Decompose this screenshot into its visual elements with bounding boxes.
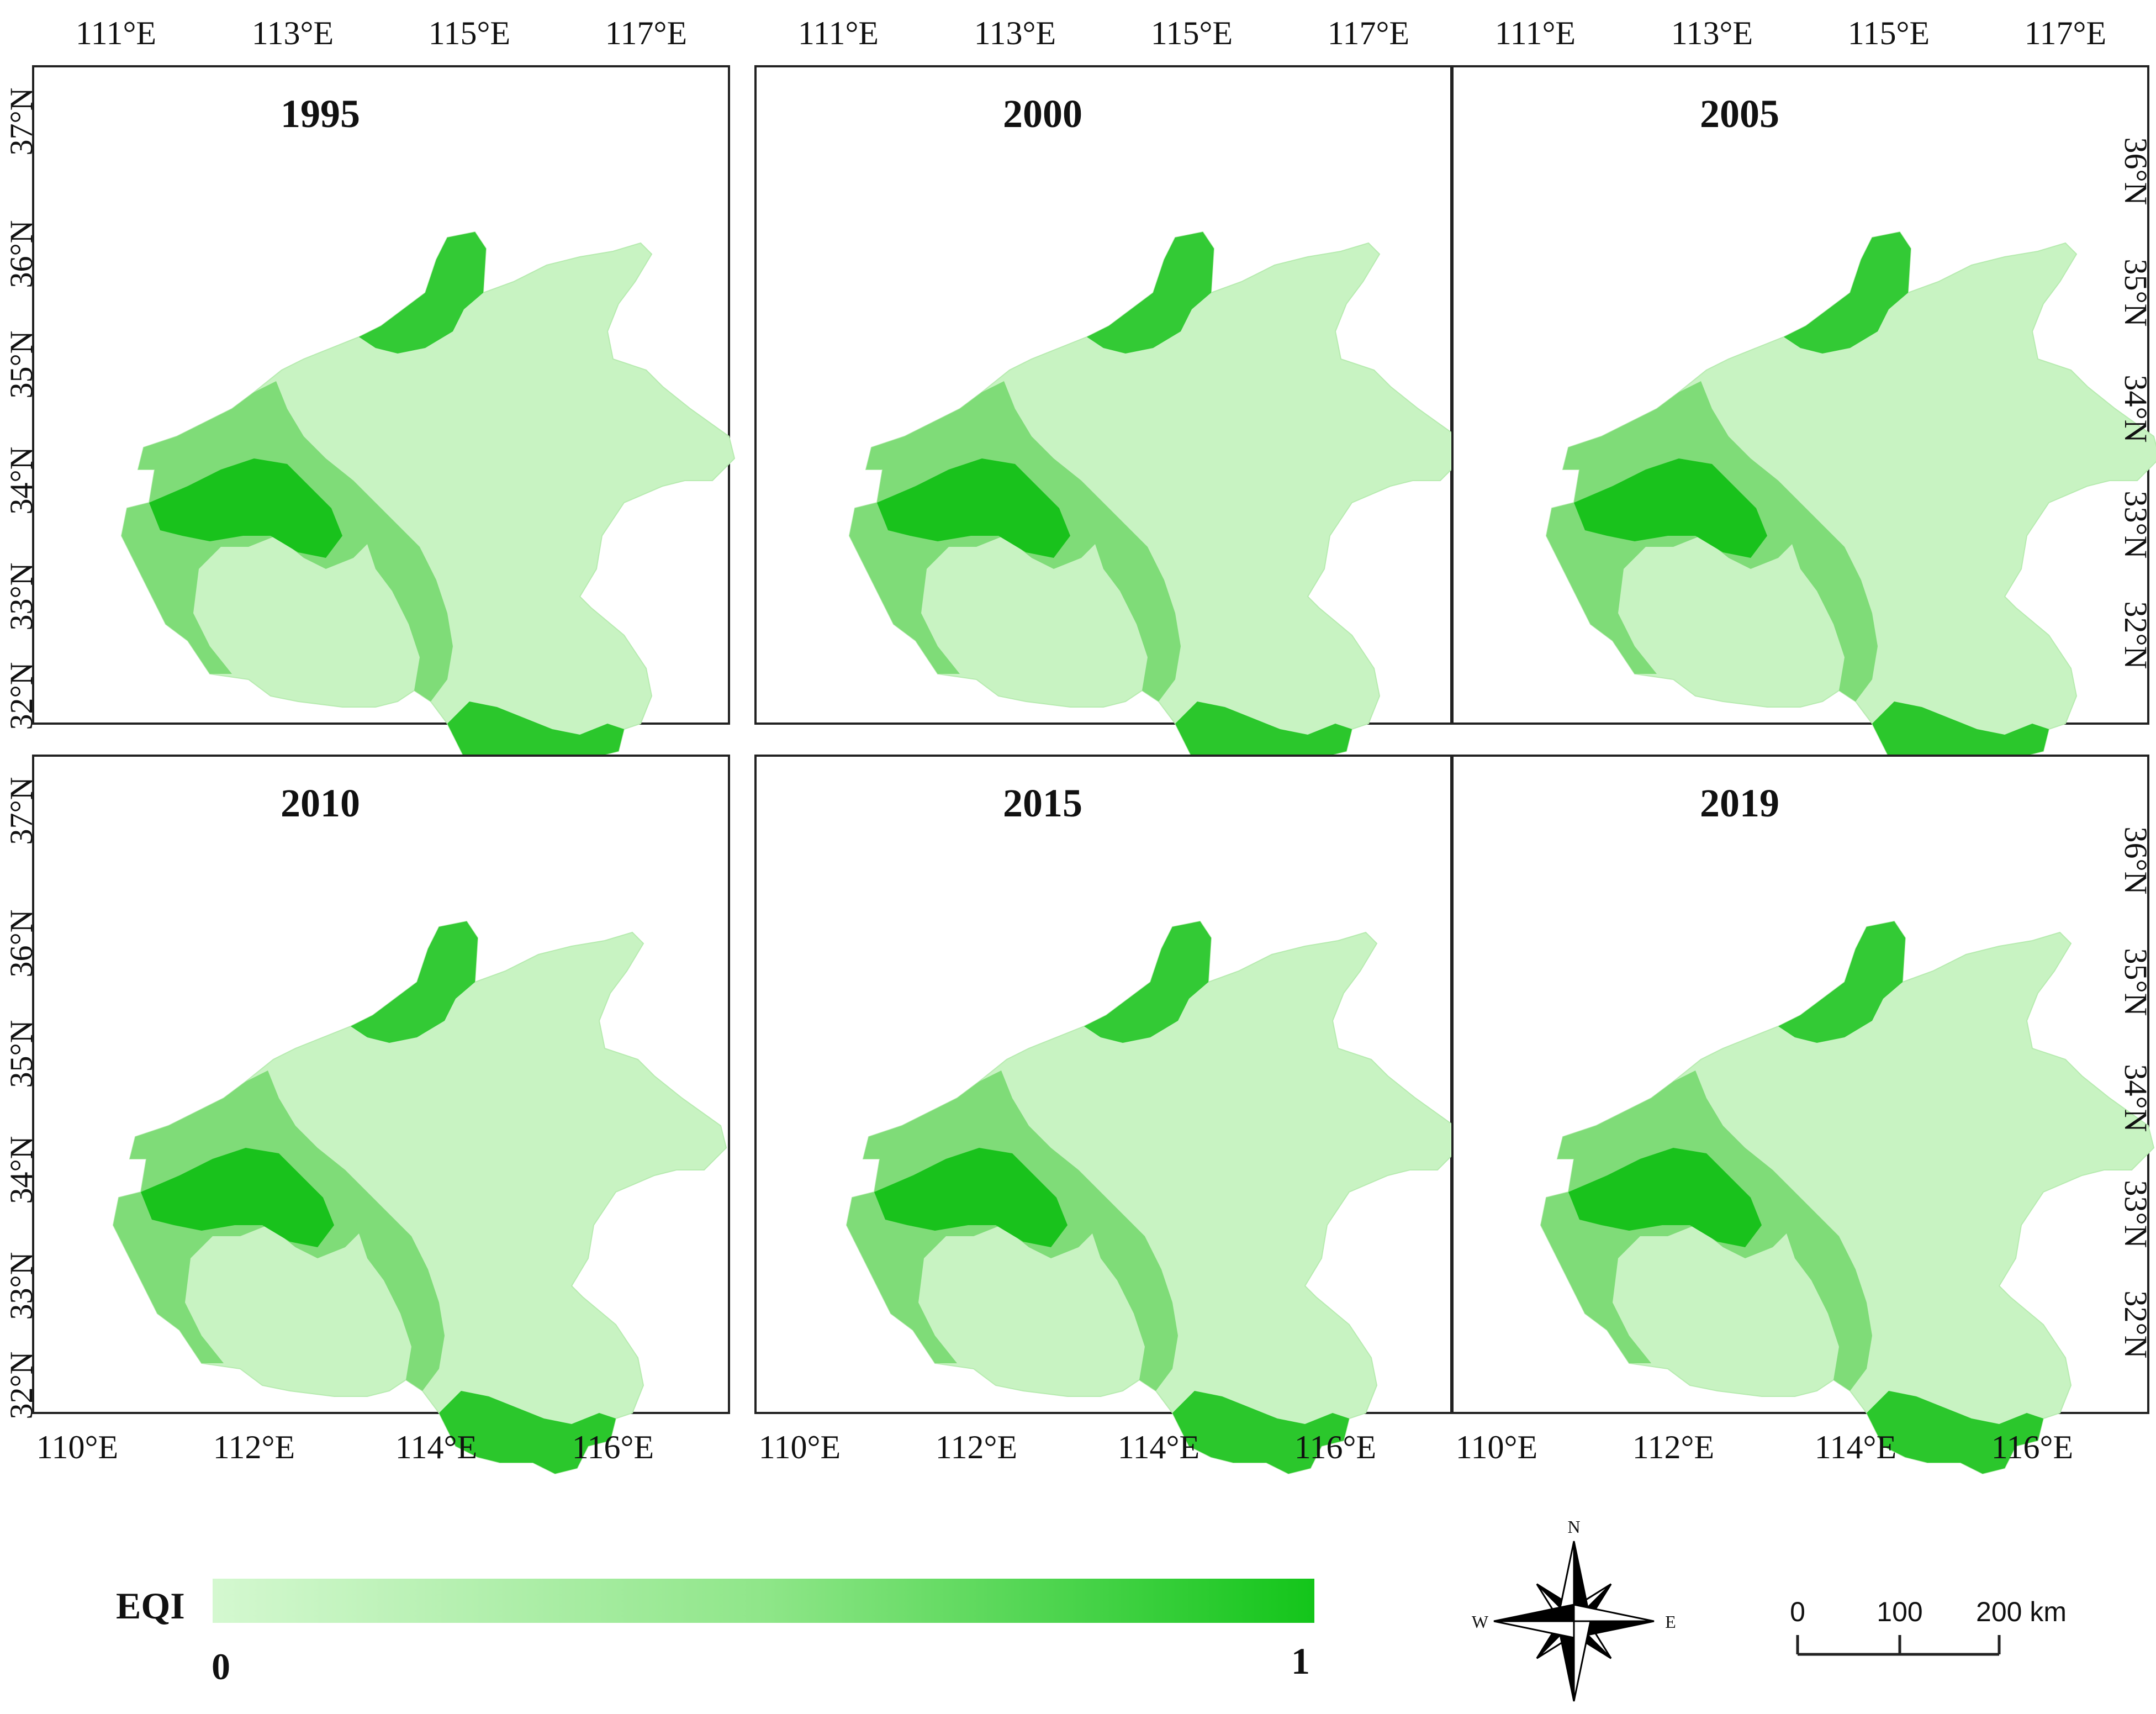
- bottom-longitude-label: 110°E: [759, 1429, 841, 1465]
- compass-point: [1493, 1604, 1575, 1639]
- compass-point: [1556, 1541, 1592, 1622]
- panel-year-title: 2010: [281, 781, 360, 825]
- left-latitude-label: 36°N: [3, 220, 39, 288]
- bottom-longitude-label: 112°E: [1632, 1429, 1714, 1465]
- compass-half: [1493, 1620, 1575, 1639]
- left-latitude-label: 36°N: [3, 909, 39, 977]
- left-latitude-label: 35°N: [3, 330, 39, 398]
- bottom-longitude-label: 114°E: [1118, 1429, 1199, 1465]
- right-latitude-label: 32°N: [2118, 1290, 2154, 1358]
- compass-south-label: S: [1569, 1713, 1579, 1714]
- legend-title: EQI: [116, 1585, 185, 1627]
- top-longitude-label: 115°E: [1848, 15, 1930, 51]
- right-latitude-label: 34°N: [2118, 1064, 2154, 1132]
- top-longitude-label: 111°E: [76, 15, 156, 51]
- map-panel-1995: 1995: [32, 65, 735, 785]
- left-latitude-label: 34°N: [3, 1136, 39, 1204]
- panel-year-title: 2015: [1003, 781, 1082, 825]
- map-panel-2015: 2015: [754, 755, 1460, 1474]
- compass-north-label: N: [1567, 1517, 1580, 1537]
- top-longitude-label: 111°E: [798, 15, 879, 51]
- top-longitude-label: 113°E: [252, 15, 334, 51]
- right-latitude-label: 33°N: [2118, 1180, 2154, 1248]
- compass-west-label: W: [1472, 1612, 1489, 1632]
- panel-year-title: 2000: [1003, 92, 1082, 136]
- panel-year-title: 2005: [1700, 92, 1779, 136]
- legend-color-ramp: [213, 1579, 1314, 1623]
- left-latitude-label: 32°N: [3, 662, 39, 730]
- left-latitude-label: 32°N: [3, 1351, 39, 1419]
- top-longitude-label: 113°E: [1671, 15, 1753, 51]
- right-latitude-label: 36°N: [2118, 137, 2154, 205]
- bottom-longitude-label: 116°E: [1294, 1429, 1376, 1465]
- map-panel-2010: 2010: [32, 755, 730, 1474]
- right-latitude-label: 32°N: [2118, 601, 2154, 669]
- right-latitude-label: 34°N: [2118, 375, 2154, 442]
- map-panel-2019: 2019: [1451, 755, 2154, 1474]
- top-longitude-label: 111°E: [1495, 15, 1576, 51]
- eqi-legend: EQI 0 1: [116, 1579, 1314, 1687]
- right-latitude-label: 36°N: [2118, 826, 2154, 894]
- map-panel-2000: 2000: [754, 65, 1463, 785]
- top-longitude-label: 115°E: [1151, 15, 1233, 51]
- compass-point: [1556, 1620, 1592, 1702]
- top-longitude-label: 115°E: [429, 15, 510, 51]
- compass-east-label: E: [1665, 1612, 1676, 1632]
- compass-point: [1573, 1604, 1655, 1639]
- legend-min-label: 0: [212, 1646, 230, 1687]
- panel-year-title: 1995: [281, 92, 360, 136]
- legend-max-label: 1: [1291, 1640, 1310, 1682]
- left-latitude-label: 35°N: [3, 1020, 39, 1088]
- bottom-longitude-label: 116°E: [1991, 1429, 2073, 1465]
- panel-year-title: 2019: [1700, 781, 1779, 825]
- bottom-longitude-label: 110°E: [36, 1429, 118, 1465]
- top-longitude-label: 117°E: [605, 15, 687, 51]
- bottom-longitude-label: 116°E: [572, 1429, 654, 1465]
- compass-half: [1573, 1604, 1655, 1622]
- bottom-longitude-label: 114°E: [1815, 1429, 1896, 1465]
- compass-rose-icon: N S E W: [1472, 1517, 1676, 1714]
- compass-half: [1493, 1604, 1575, 1622]
- left-latitude-label: 37°N: [3, 87, 39, 155]
- right-latitude-label: 35°N: [2118, 259, 2154, 326]
- scale-label: 100: [1877, 1596, 1922, 1627]
- scale-bar: 0 100 200 km: [1790, 1596, 2067, 1656]
- left-latitude-label: 37°N: [3, 777, 39, 845]
- top-longitude-label: 117°E: [2025, 15, 2106, 51]
- bottom-longitude-label: 114°E: [395, 1429, 477, 1465]
- bottom-longitude-label: 110°E: [1456, 1429, 1537, 1465]
- left-latitude-label: 33°N: [3, 562, 39, 630]
- bottom-longitude-label: 112°E: [936, 1429, 1017, 1465]
- right-latitude-label: 35°N: [2118, 948, 2154, 1016]
- left-latitude-label: 33°N: [3, 1252, 39, 1320]
- right-latitude-label: 33°N: [2118, 491, 2154, 558]
- map-panel-2005: 2005: [1451, 65, 2156, 785]
- compass-half: [1573, 1620, 1592, 1702]
- scale-label: 200 km: [1976, 1596, 2067, 1627]
- scale-label: 0: [1790, 1596, 1805, 1627]
- top-longitude-label: 117°E: [1328, 15, 1409, 51]
- bottom-longitude-label: 112°E: [213, 1429, 295, 1465]
- top-longitude-label: 113°E: [974, 15, 1056, 51]
- left-latitude-label: 34°N: [3, 446, 39, 514]
